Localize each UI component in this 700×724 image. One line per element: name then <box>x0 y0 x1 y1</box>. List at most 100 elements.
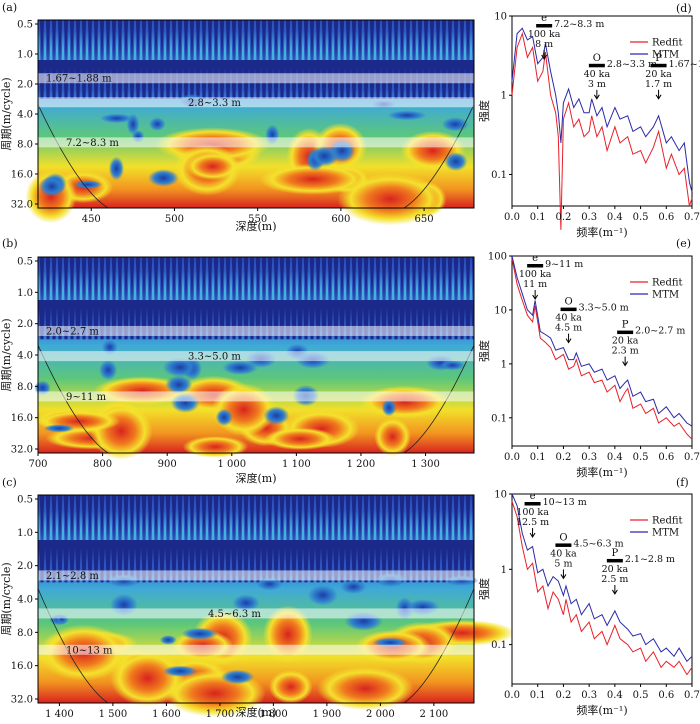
wavelet-low-power-region <box>439 360 466 371</box>
wavelet-high-power-region <box>316 666 415 711</box>
panel-label: (a) <box>2 1 17 14</box>
cycle-symbol: P <box>622 320 629 331</box>
y-tick-label: 1.0 <box>17 528 33 539</box>
spectrum-frame <box>511 15 693 207</box>
cycle-duration: 40 ka <box>555 313 582 324</box>
y-tick-label: 1 <box>501 565 507 576</box>
wavelet-panel-3: 2.1~2.8 m 4.5~6.3 m 10~13 m 0.5 1.0 2.0 4.0 8.0… <box>0 476 516 720</box>
cycle-range: 2.8~3.3 m <box>607 59 657 70</box>
wavelet-low-power-region <box>108 156 125 181</box>
wavelet-low-power-region <box>159 635 177 645</box>
wavelet-low-power-region <box>43 424 75 433</box>
x-tick-label: 0.1 <box>530 452 546 463</box>
y-tick-label: 4.0 <box>17 351 33 362</box>
cycle-period: 11 m <box>523 279 547 290</box>
wavelet-high-power-region <box>182 436 249 458</box>
cycle-range: 7.2~8.3 m <box>554 19 604 30</box>
y-tick-label: 8.0 <box>17 140 33 151</box>
y-tick-label: 0.5 <box>17 257 33 268</box>
x-tick-label: 450 <box>82 214 101 225</box>
period-band-label: 10~13 m <box>66 645 113 656</box>
wavelet-low-power-region <box>39 176 65 197</box>
x-axis-label: 频率(m⁻¹) <box>576 703 627 717</box>
y-tick-label: 16.0 <box>11 661 33 672</box>
y-axis-label: 强度 <box>477 100 491 122</box>
cycle-period: 12.5 m <box>516 517 549 528</box>
frequency-band-bar <box>606 558 623 563</box>
wavelet-low-power-region <box>340 579 367 594</box>
cycle-duration: 100 ka <box>519 269 552 280</box>
period-band-label: 7.2~8.3 m <box>66 138 119 149</box>
frequency-band-bar <box>650 63 667 68</box>
cycle-range: 3.3~5.0 m <box>579 303 629 314</box>
y-tick-label: 16.0 <box>11 170 33 181</box>
x-tick-label: 1 100 <box>282 459 311 470</box>
legend-label: MTM <box>652 528 679 539</box>
x-tick-label: 0.4 <box>607 212 623 223</box>
period-band-label: 2.8~3.3 m <box>188 98 241 109</box>
period-band <box>38 570 474 581</box>
y-tick-label: 0.1 <box>491 170 507 181</box>
cycle-duration: 20 ka <box>645 69 672 80</box>
y-tick-label: 8.0 <box>17 628 33 639</box>
cycle-symbol: e <box>541 13 547 24</box>
y-tick-label: 4.0 <box>17 110 33 121</box>
y-tick-label: 1.0 <box>17 288 33 299</box>
wavelet-high-power-region <box>89 402 153 460</box>
spectrum-panel-2: 0.1 1 10 100 0.0 0.1 0.2 0.3 0.4 0.5 0.6 0.7 频率(m⁻¹)… <box>477 237 700 479</box>
cycle-period: 8 m <box>535 39 553 50</box>
cycle-symbol: P <box>655 53 662 64</box>
series-line-redfit <box>511 501 693 676</box>
x-tick-label: 0.2 <box>555 452 571 463</box>
period-band <box>38 644 474 655</box>
spectrum-frame <box>511 493 693 685</box>
series-line-redfit <box>511 258 693 440</box>
wavelet-low-power-region <box>165 375 193 395</box>
cycle-symbol: e <box>530 491 536 502</box>
x-tick-label: 0.7 <box>684 690 700 701</box>
series-line-mtm <box>511 493 693 663</box>
frequency-band-bar <box>524 502 541 506</box>
cycle-period: 2.5 m <box>601 574 628 585</box>
cycle-range: 4.5~6.3 m <box>573 538 623 549</box>
wavelet-low-power-region <box>441 117 469 132</box>
wavelet-low-power-region <box>73 180 102 189</box>
cycle-symbol: O <box>564 297 572 308</box>
series-line-mtm <box>511 27 693 193</box>
wavelet-high-power-region <box>337 172 444 226</box>
cycle-period: 1.7 m <box>645 79 672 90</box>
x-tick-label: 600 <box>331 214 350 225</box>
y-tick-label: 8.0 <box>17 382 33 393</box>
wavelet-low-power-region <box>162 665 198 677</box>
cycle-period: 5 m <box>554 558 572 569</box>
series-line-mtm <box>511 255 693 427</box>
cycle-range: 10~13 m <box>543 497 587 508</box>
period-band <box>38 608 474 619</box>
cycle-duration: 40 ka <box>550 548 577 559</box>
panel-label: (e) <box>676 237 691 250</box>
spectrum-panel-3: 0.1 1 10 0.0 0.1 0.2 0.3 0.4 0.5 0.6 0.7 频率(m⁻¹) 强度 (… <box>477 476 700 717</box>
x-tick-label: 650 <box>415 214 434 225</box>
x-tick-label: 1 300 <box>411 459 440 470</box>
y-tick-label: 2.0 <box>17 561 33 572</box>
y-tick-label: 0.5 <box>17 20 33 31</box>
frequency-band-bar <box>527 264 544 268</box>
wavelet-high-power-region <box>264 427 337 451</box>
y-tick-label: 32.0 <box>11 445 33 456</box>
x-axis-label: 深度(m) <box>235 705 276 719</box>
peak-pointer-head <box>532 294 539 300</box>
x-tick-label: 0.7 <box>684 212 700 223</box>
peak-pointer-head <box>622 361 629 367</box>
x-tick-label: 0.4 <box>607 690 623 701</box>
period-band <box>38 97 474 108</box>
y-axis-label: 周期(m/cycle) <box>0 318 13 391</box>
panel-label: (b) <box>2 237 18 250</box>
wavelet-low-power-region <box>232 594 260 612</box>
cycle-range: 1.67~1.88 m <box>669 59 700 70</box>
cone-of-influence <box>37 588 475 704</box>
x-tick-label: 0.6 <box>658 452 674 463</box>
x-tick-label: 1 600 <box>152 709 181 720</box>
legend-label: Redfit <box>652 516 683 527</box>
